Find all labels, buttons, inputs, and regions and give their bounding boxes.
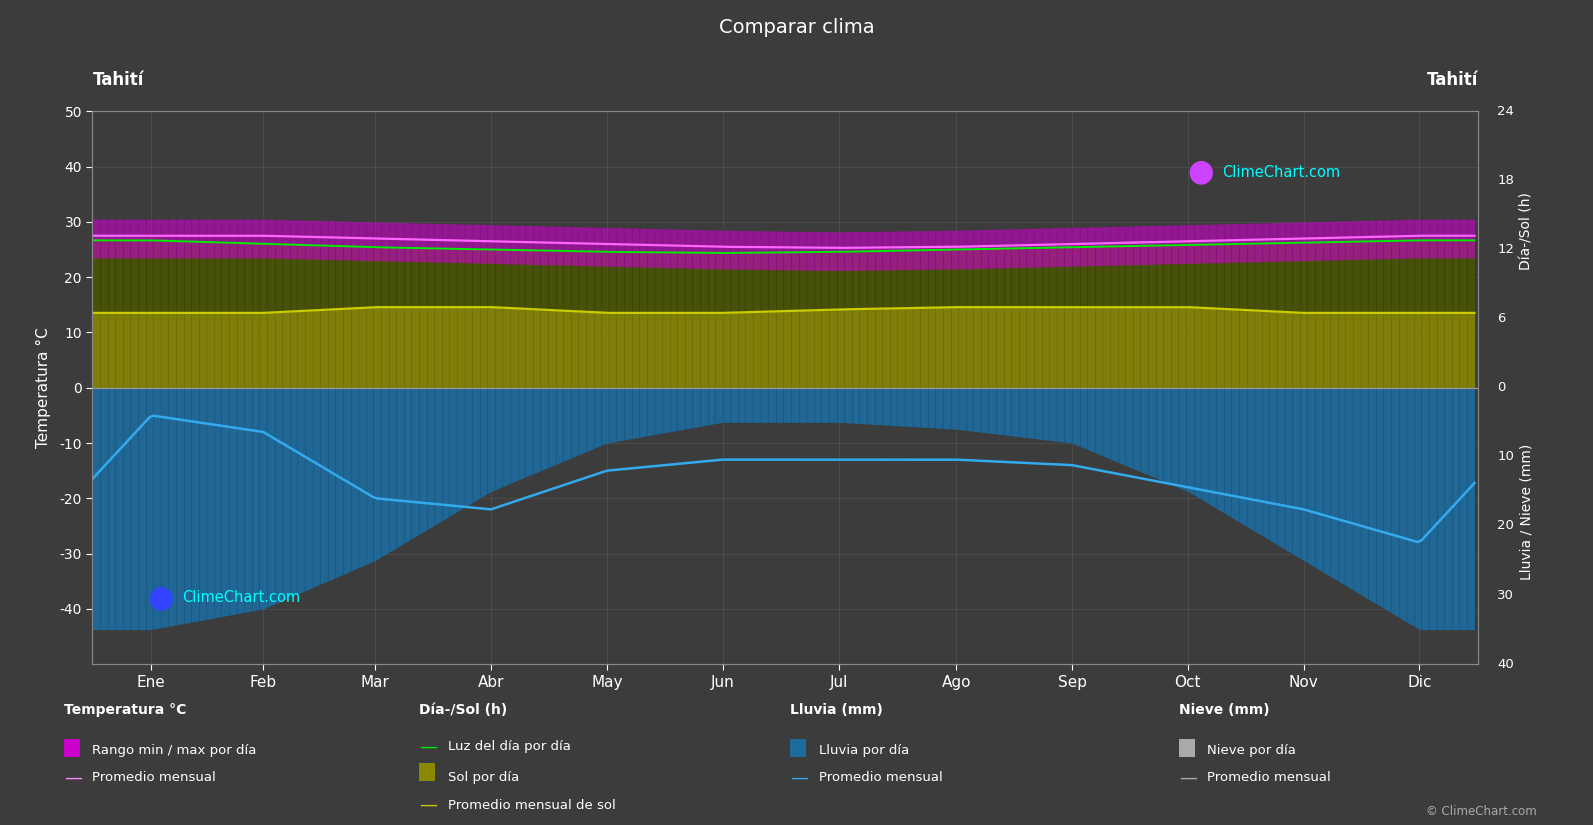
- Text: Promedio mensual: Promedio mensual: [92, 771, 217, 785]
- Text: 20: 20: [1497, 520, 1515, 532]
- Text: 18: 18: [1497, 174, 1515, 187]
- Text: —: —: [1179, 769, 1196, 787]
- Text: Lluvia (mm): Lluvia (mm): [790, 703, 883, 717]
- Text: ●: ●: [148, 583, 175, 612]
- Text: Nieve (mm): Nieve (mm): [1179, 703, 1270, 717]
- Text: Lluvia por día: Lluvia por día: [819, 744, 910, 757]
- Text: 24: 24: [1497, 105, 1515, 118]
- Text: Día-/Sol (h): Día-/Sol (h): [1520, 192, 1532, 270]
- Text: Día-/Sol (h): Día-/Sol (h): [419, 703, 507, 717]
- Text: 0: 0: [1497, 381, 1505, 394]
- Text: ●: ●: [1187, 158, 1214, 186]
- Text: 6: 6: [1497, 312, 1505, 325]
- Text: —: —: [419, 738, 436, 756]
- Text: Promedio mensual: Promedio mensual: [819, 771, 943, 785]
- Text: ClimeChart.com: ClimeChart.com: [1222, 165, 1340, 180]
- Text: Tahití: Tahití: [1427, 71, 1478, 89]
- Text: 12: 12: [1497, 243, 1515, 256]
- Text: Tahití: Tahití: [92, 71, 143, 89]
- Text: 10: 10: [1497, 450, 1515, 464]
- Text: Rango min / max por día: Rango min / max por día: [92, 744, 256, 757]
- Text: —: —: [419, 796, 436, 814]
- Text: Lluvia / Nieve (mm): Lluvia / Nieve (mm): [1520, 443, 1532, 580]
- Text: Nieve por día: Nieve por día: [1207, 744, 1297, 757]
- Text: —: —: [64, 769, 81, 787]
- Text: —: —: [790, 769, 808, 787]
- Text: Promedio mensual: Promedio mensual: [1207, 771, 1332, 785]
- Text: Sol por día: Sol por día: [448, 771, 519, 785]
- Text: ClimeChart.com: ClimeChart.com: [183, 591, 301, 606]
- Text: © ClimeChart.com: © ClimeChart.com: [1426, 805, 1537, 818]
- Text: 40: 40: [1497, 658, 1513, 671]
- Text: 30: 30: [1497, 588, 1515, 601]
- Text: Luz del día por día: Luz del día por día: [448, 740, 570, 753]
- Text: Temperatura °C: Temperatura °C: [64, 703, 186, 717]
- Text: Promedio mensual de sol: Promedio mensual de sol: [448, 799, 615, 812]
- Y-axis label: Temperatura °C: Temperatura °C: [37, 328, 51, 448]
- Text: Comparar clima: Comparar clima: [718, 18, 875, 37]
